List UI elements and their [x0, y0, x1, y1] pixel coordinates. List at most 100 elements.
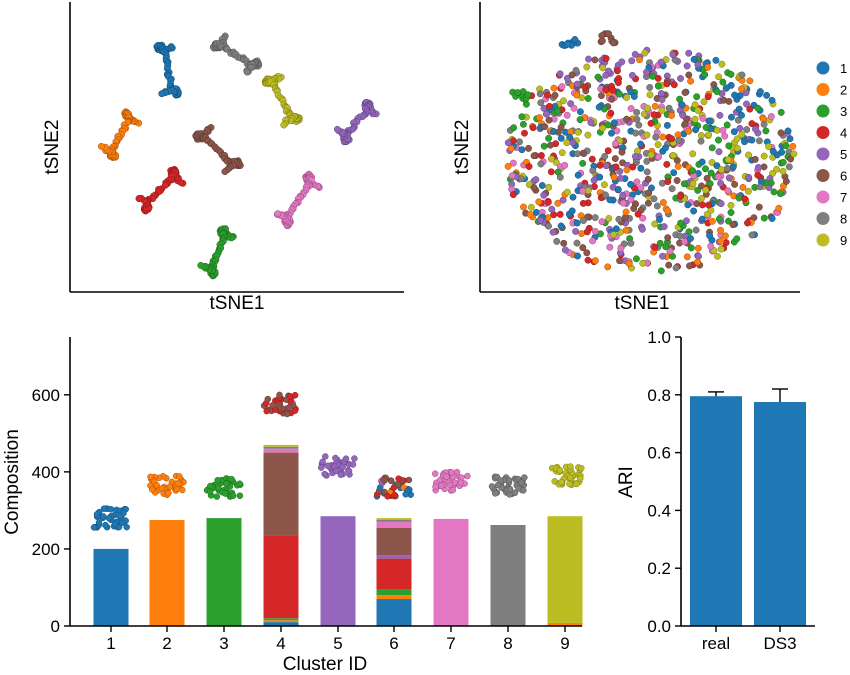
- cluster-9-point: [773, 165, 781, 173]
- panel-c-y-title: Composition: [2, 429, 23, 535]
- cluster-1-point: [670, 169, 678, 177]
- panel-d-y-tick-label: 0.0: [647, 617, 671, 636]
- cluster-2-cloud-point: [176, 473, 183, 480]
- panel-c-x-tick-label: 7: [446, 634, 455, 653]
- cluster-9-point: [545, 183, 553, 191]
- cluster-2-point: [535, 198, 543, 206]
- panel-c-point-clouds: [90, 391, 585, 531]
- cluster-7-cloud-point: [431, 470, 439, 477]
- cluster-8-point: [602, 191, 609, 199]
- cluster-6-point: [597, 92, 605, 100]
- cluster-7-cloud-point: [438, 482, 445, 490]
- cluster-6-cloud-point: [395, 475, 402, 482]
- cluster-9-point: [765, 143, 773, 151]
- cluster-1-point: [763, 91, 771, 99]
- cluster-2-point: [622, 208, 630, 216]
- cluster-8-point: [653, 202, 661, 210]
- cluster-1-point: [786, 135, 794, 143]
- cluster-3-point: [657, 267, 665, 275]
- cluster-6-point: [729, 221, 737, 229]
- cluster-5-cloud-point: [321, 470, 328, 478]
- cluster-9-point: [744, 187, 752, 195]
- cluster-4-point: [525, 163, 533, 170]
- cluster-1-point: [564, 40, 572, 48]
- cluster-9-point: [654, 141, 662, 149]
- cluster-3-point: [545, 134, 553, 142]
- cluster-1-point: [576, 108, 584, 116]
- cluster-2-point: [623, 166, 631, 174]
- composition-panel: 0 200 400 600 1 2 3 4 5 6 7 8 9 Cluster ID Compositi…: [2, 337, 585, 675]
- cluster-5-point: [752, 125, 759, 133]
- cluster-2-point: [704, 63, 712, 71]
- cluster-4-point: [746, 105, 754, 113]
- cluster-8-cloud-point: [521, 474, 528, 481]
- cluster-3-point: [554, 107, 562, 115]
- cluster-5-point: [660, 223, 668, 231]
- cluster-7-point: [627, 105, 635, 112]
- cluster-8-point: [675, 136, 683, 144]
- legend-marker-6: [816, 169, 830, 182]
- cluster-6-point: [644, 175, 652, 183]
- cluster-5-point: [532, 176, 540, 184]
- cluster-9-point: [639, 259, 647, 267]
- cluster-9-point: [689, 180, 697, 188]
- cluster-7-point: [666, 247, 674, 255]
- cluster-5-point: [716, 111, 724, 119]
- cluster-3-point: [727, 209, 735, 216]
- cluster-7-point: [579, 187, 587, 195]
- cluster-2-point: [664, 207, 672, 215]
- cluster-8-point: [738, 71, 746, 79]
- cluster-7-cloud-point: [432, 483, 439, 490]
- cluster-6-point: [703, 174, 711, 182]
- composition-bar-8-segment-8: [490, 525, 526, 626]
- cluster-6-cloud-point: [387, 477, 395, 485]
- cluster-8-point: [633, 115, 641, 123]
- cluster-3-point: [779, 158, 787, 166]
- cluster-4-point: [699, 201, 706, 209]
- cluster-3-point: [770, 188, 778, 196]
- composition-bar-4-segment-8: [263, 446, 299, 449]
- cluster-5-point: [616, 167, 624, 175]
- cluster-5-cloud-point: [345, 467, 353, 475]
- cluster-1-cloud-point: [118, 519, 126, 527]
- cluster-3-point: [733, 235, 741, 243]
- cluster-9-point: [643, 131, 651, 139]
- cluster-4-cloud-point: [291, 407, 299, 414]
- panel-d-y-tick-label: 0.8: [647, 386, 671, 405]
- cluster-8-point: [668, 185, 676, 193]
- legend-label-1: 1: [840, 61, 847, 76]
- cluster-5-point: [602, 71, 610, 79]
- cluster-7-point: [633, 178, 641, 186]
- cluster-2-point: [659, 133, 667, 141]
- cluster-4-point: [670, 81, 678, 89]
- cluster-6-point: [609, 39, 617, 47]
- cluster-7-point: [719, 126, 727, 134]
- cluster-6-point: [782, 177, 790, 185]
- legend-marker-2: [816, 83, 830, 96]
- cluster-3-point: [689, 167, 696, 175]
- cluster-5-point: [617, 174, 625, 182]
- cluster-5-point: [669, 51, 677, 59]
- cluster-4-point: [604, 147, 612, 155]
- panel-c-x-tick-label: 1: [106, 634, 115, 653]
- cluster-4-point: [634, 210, 642, 218]
- cluster-9-point: [658, 106, 666, 114]
- cluster-5-point: [736, 124, 744, 132]
- cluster-8-point: [743, 126, 751, 134]
- composition-bar-2-segment-2: [149, 520, 185, 626]
- cluster-6-point: [751, 155, 759, 163]
- cluster-3-point: [662, 243, 670, 251]
- cluster-9-point: [563, 188, 571, 196]
- panel-a-points: [97, 32, 380, 280]
- cluster-9-point: [584, 131, 592, 139]
- cluster-8-point: [615, 215, 623, 223]
- cluster-3-point: [649, 72, 657, 80]
- cluster-2-cloud-point: [153, 481, 160, 489]
- cluster-5-point: [677, 75, 684, 82]
- cluster-9-point: [738, 131, 746, 139]
- cluster-2-point: [674, 162, 682, 170]
- cluster-3-point: [776, 190, 784, 198]
- cluster-4-point: [544, 198, 552, 206]
- composition-bar-4-segment-4: [263, 535, 299, 619]
- cluster-2-cloud-point: [179, 486, 186, 494]
